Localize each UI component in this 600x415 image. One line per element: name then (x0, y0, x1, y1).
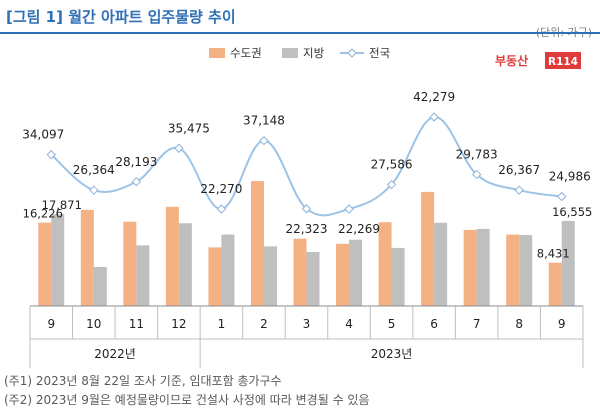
header-divider (0, 32, 600, 34)
year-label: 2022년 (94, 347, 136, 361)
logo: 부동산 R114 (495, 52, 581, 69)
x-tick-label: 2 (260, 317, 268, 331)
national-value-label: 42,279 (413, 90, 455, 104)
legend-marker-national (347, 48, 357, 58)
national-point (216, 204, 227, 214)
x-tick-label: 9 (47, 317, 55, 331)
bar-value-label: 8,431 (537, 247, 570, 261)
national-value-label: 37,148 (243, 114, 285, 128)
bar-local (476, 228, 490, 306)
bar-local (93, 266, 107, 306)
national-point (344, 204, 354, 214)
bar-local (349, 239, 363, 306)
bar-capital (38, 222, 52, 306)
national-value-label: 28,193 (115, 155, 157, 169)
legend: 수도권 지방 전국 (209, 46, 390, 60)
footnote-2: (주2) 2023년 9월은 예정물량이므로 건설사 사정에 따라 변경될 수 … (4, 393, 370, 407)
bar-capital (336, 243, 350, 306)
chart-title: [그림 1] 월간 아파트 입주물량 추이 (6, 8, 236, 26)
bar-local (434, 222, 448, 306)
bar-layer (38, 181, 575, 306)
bar-local (561, 220, 575, 306)
bar-capital (165, 206, 179, 306)
legend-label-capital: 수도권 (230, 46, 262, 60)
x-tick-label: 4 (345, 317, 353, 331)
legend-label-national: 전국 (369, 46, 390, 60)
bar-local (178, 223, 192, 306)
x-tick-label: 6 (430, 317, 438, 331)
x-tick-label: 3 (303, 317, 311, 331)
national-value-label: 34,097 (22, 128, 64, 142)
bar-local (221, 234, 235, 306)
bar-capital (506, 234, 520, 306)
national-line (50, 116, 562, 217)
bar-capital (548, 262, 562, 306)
national-value-label: 22,269 (338, 222, 380, 236)
footnote-1: (주1) 2023년 8월 22일 조사 기준, 임대포함 총가구수 (4, 374, 282, 388)
national-value-label: 29,783 (456, 147, 498, 161)
national-point (301, 204, 312, 214)
national-value-label: 27,586 (371, 158, 413, 172)
year-label: 2023년 (371, 347, 413, 361)
x-tick-label: 8 (515, 317, 523, 331)
national-line-layer (46, 112, 567, 217)
x-tick-label: 1 (218, 317, 226, 331)
bar-local (306, 252, 320, 306)
bar-capital (378, 222, 392, 306)
bar-value-label: 16,226 (23, 207, 63, 221)
legend-swatch-local (282, 48, 298, 58)
bar-local (519, 235, 533, 306)
national-value-label: 35,475 (168, 121, 210, 135)
x-tick-label: 10 (86, 317, 101, 331)
logo-text: 부동산 (495, 53, 528, 68)
national-point (514, 185, 524, 195)
national-point (46, 149, 56, 160)
bar-capital (421, 191, 435, 306)
x-tick-label: 5 (388, 317, 396, 331)
national-value-label: 24,986 (549, 170, 591, 184)
bar-local (391, 247, 405, 306)
national-point (174, 143, 184, 153)
bar-value-label: 16,555 (552, 205, 592, 219)
bar-capital (293, 238, 307, 306)
bar-capital (80, 209, 94, 306)
national-point (557, 191, 567, 202)
bar-local (51, 214, 65, 306)
national-point (386, 179, 397, 190)
national-point (131, 177, 142, 187)
apartment-supply-chart: 수도권 지방 전국 부동산 R114 9 10 11 12 1 2 3 4 5 6 7 8 92022년… (22, 46, 592, 368)
bar-capital (463, 229, 477, 306)
legend-label-local: 지방 (303, 46, 325, 60)
bar-local (263, 246, 277, 306)
x-tick-label: 11 (129, 317, 144, 331)
bar-capital (208, 247, 222, 306)
national-value-label: 26,364 (73, 163, 115, 177)
bar-local (136, 245, 150, 306)
national-point (471, 169, 482, 180)
national-point (89, 185, 99, 195)
bar-capital (123, 221, 137, 306)
legend-swatch-capital (209, 48, 225, 58)
x-tick-label: 12 (171, 317, 186, 331)
logo-badge-text: R114 (548, 56, 578, 68)
x-tick-label: 9 (558, 317, 566, 331)
footnotes: (주1) 2023년 8월 22일 조사 기준, 임대포함 총가구수 (주2) … (4, 372, 370, 410)
national-value-label: 22,323 (286, 222, 328, 236)
national-point (429, 112, 439, 122)
national-value-label: 22,270 (200, 182, 242, 196)
national-value-label: 26,367 (498, 163, 540, 177)
x-tick-label: 7 (473, 317, 481, 331)
bar-value-label: 17,871 (42, 198, 82, 212)
national-point (259, 135, 269, 146)
logo-badge (545, 52, 581, 69)
bar-capital (250, 181, 264, 306)
